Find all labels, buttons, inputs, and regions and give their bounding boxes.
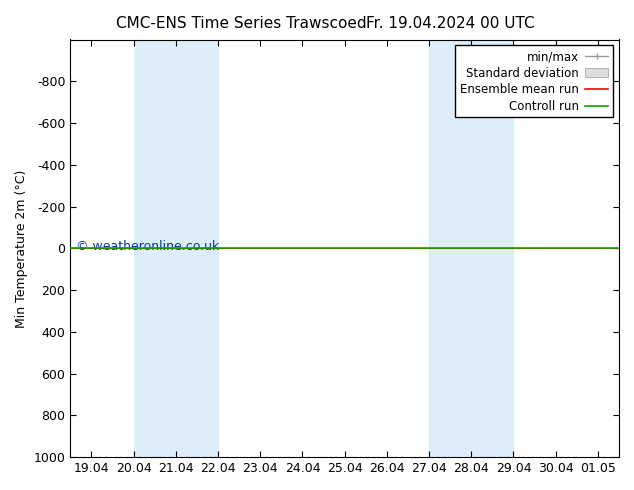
Legend: min/max, Standard deviation, Ensemble mean run, Controll run: min/max, Standard deviation, Ensemble me… bbox=[455, 46, 613, 118]
Text: CMC-ENS Time Series Trawscoed: CMC-ENS Time Series Trawscoed bbox=[115, 16, 366, 31]
Text: © weatheronline.co.uk: © weatheronline.co.uk bbox=[76, 240, 219, 253]
Bar bbox=[429, 40, 514, 457]
Y-axis label: Min Temperature 2m (°C): Min Temperature 2m (°C) bbox=[15, 169, 28, 327]
Bar bbox=[134, 40, 218, 457]
Text: Fr. 19.04.2024 00 UTC: Fr. 19.04.2024 00 UTC bbox=[366, 16, 534, 31]
